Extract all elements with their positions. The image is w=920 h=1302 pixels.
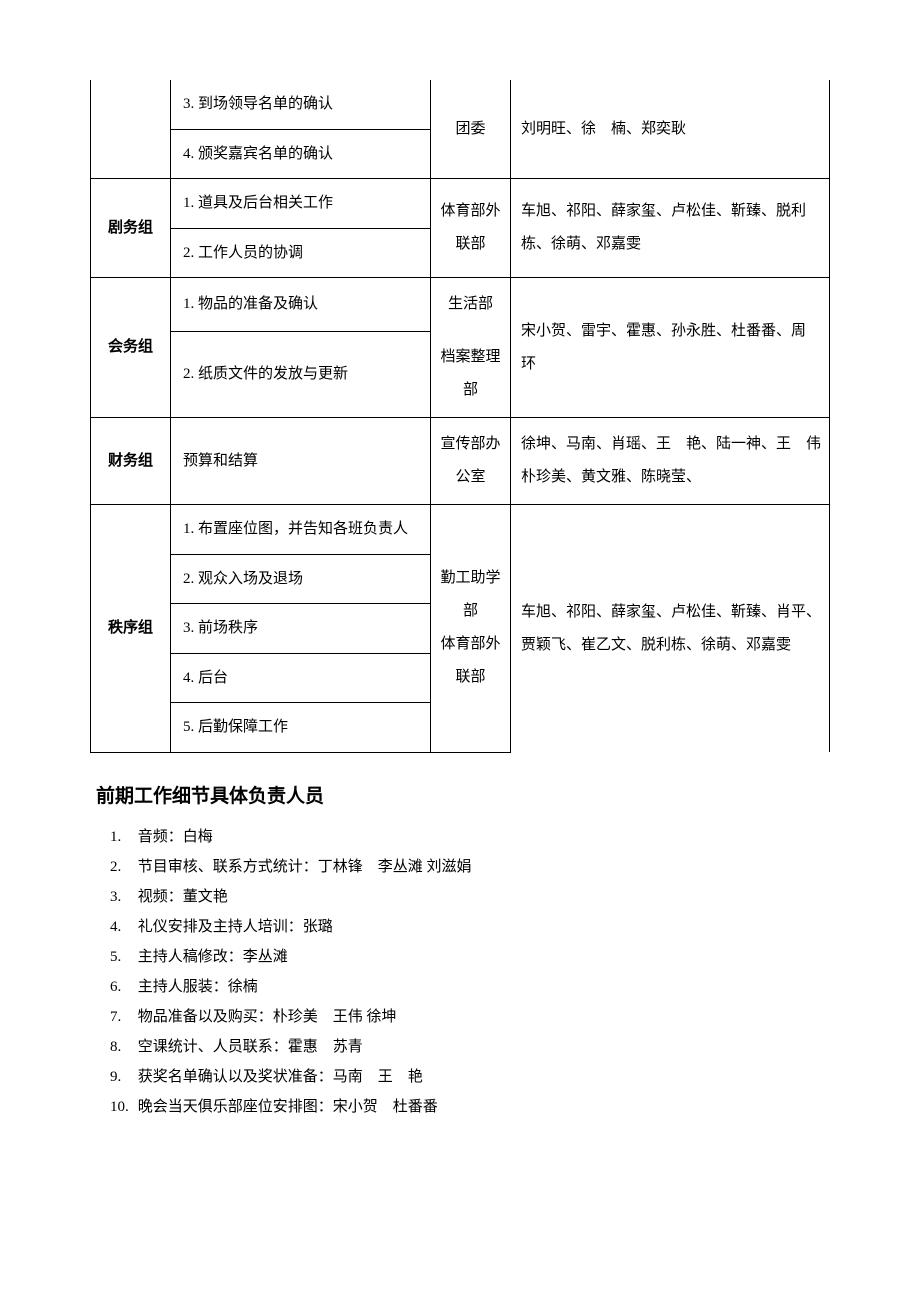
list-number: 1. (110, 822, 134, 852)
list-text: 主持人稿修改：李丛滩 (138, 949, 288, 965)
list-number: 4. (110, 912, 134, 942)
list-item: 8. 空课统计、人员联系：霍惠 苏青 (110, 1032, 830, 1062)
list-text: 礼仪安排及主持人培训：张璐 (138, 919, 333, 935)
list-text: 主持人服装：徐楠 (138, 979, 258, 995)
dept-cell: 宣传部办公室 (431, 418, 511, 505)
list-number: 9. (110, 1062, 134, 1092)
people-cell: 宋小贺、雷宇、霍惠、孙永胜、杜番番、周 环 (511, 278, 830, 418)
dept-cell: 团委 (431, 80, 511, 179)
list-number: 5. (110, 942, 134, 972)
list-number: 3. (110, 882, 134, 912)
list-text: 获奖名单确认以及奖状准备：马南 王 艳 (138, 1069, 423, 1085)
section-title: 前期工作细节具体负责人员 (90, 781, 830, 808)
list-item: 9. 获奖名单确认以及奖状准备：马南 王 艳 (110, 1062, 830, 1092)
task-cell: 2. 工作人员的协调 (171, 228, 431, 278)
list-number: 2. (110, 852, 134, 882)
list-text: 节目审核、联系方式统计：丁林锋 李丛滩 刘滋娟 (138, 859, 472, 875)
group-cell: 秩序组 (91, 505, 171, 753)
dept-cell: 体育部外联部 (431, 179, 511, 278)
list-item: 10. 晚会当天俱乐部座位安排图：宋小贺 杜番番 (110, 1092, 830, 1122)
list-number: 7. (110, 1002, 134, 1032)
task-cell: 2. 观众入场及退场 (171, 554, 431, 604)
table-row: 会务组 1. 物品的准备及确认 生活部 宋小贺、雷宇、霍惠、孙永胜、杜番番、周 … (91, 278, 830, 332)
list-text: 视频：董文艳 (138, 889, 228, 905)
dept-cell: 勤工助学部 体育部外联部 (431, 505, 511, 753)
list-item: 2. 节目审核、联系方式统计：丁林锋 李丛滩 刘滋娟 (110, 852, 830, 882)
people-cell: 刘明旺、徐 楠、郑奕耿 (511, 80, 830, 179)
table-row: 3. 到场领导名单的确认 团委 刘明旺、徐 楠、郑奕耿 (91, 80, 830, 129)
task-cell: 1. 道具及后台相关工作 (171, 179, 431, 229)
table-row: 财务组 预算和结算 宣传部办公室 徐坤、马南、肖瑶、王 艳、陆一神、王 伟朴珍美… (91, 418, 830, 505)
task-cell: 预算和结算 (171, 418, 431, 505)
task-cell: 4. 颁奖嘉宾名单的确认 (171, 129, 431, 179)
list-item: 1. 音频：白梅 (110, 822, 830, 852)
list-item: 5. 主持人稿修改：李丛滩 (110, 942, 830, 972)
list-number: 10. (110, 1092, 134, 1122)
task-cell: 3. 到场领导名单的确认 (171, 80, 431, 129)
task-cell: 1. 布置座位图，并告知各班负责人 (171, 505, 431, 555)
group-cell: 剧务组 (91, 179, 171, 278)
list-number: 8. (110, 1032, 134, 1062)
task-cell: 3. 前场秩序 (171, 604, 431, 654)
list-text: 晚会当天俱乐部座位安排图：宋小贺 杜番番 (138, 1099, 438, 1115)
list-text: 音频：白梅 (138, 829, 213, 845)
table-row: 秩序组 1. 布置座位图，并告知各班负责人 勤工助学部 体育部外联部 车旭、祁阳… (91, 505, 830, 555)
list-text: 空课统计、人员联系：霍惠 苏青 (138, 1039, 363, 1055)
dept-cell: 档案整理部 (431, 331, 511, 418)
dept-cell: 生活部 (431, 278, 511, 332)
group-cell: 财务组 (91, 418, 171, 505)
detail-list: 1. 音频：白梅 2. 节目审核、联系方式统计：丁林锋 李丛滩 刘滋娟 3. 视… (90, 822, 830, 1122)
list-number: 6. (110, 972, 134, 1002)
table-row: 剧务组 1. 道具及后台相关工作 体育部外联部 车旭、祁阳、薛家玺、卢松佳、靳臻… (91, 179, 830, 229)
people-cell: 车旭、祁阳、薛家玺、卢松佳、靳臻、肖平、贾颖飞、崔乙文、脱利栋、徐萌、邓嘉雯 (511, 505, 830, 753)
list-item: 6. 主持人服装：徐楠 (110, 972, 830, 1002)
task-cell: 4. 后台 (171, 653, 431, 703)
people-cell: 徐坤、马南、肖瑶、王 艳、陆一神、王 伟朴珍美、黄文雅、陈晓莹、 (511, 418, 830, 505)
task-cell: 5. 后勤保障工作 (171, 703, 431, 753)
task-cell: 2. 纸质文件的发放与更新 (171, 331, 431, 418)
list-item: 7. 物品准备以及购买：朴珍美 王伟 徐坤 (110, 1002, 830, 1032)
task-cell: 1. 物品的准备及确认 (171, 278, 431, 332)
list-item: 3. 视频：董文艳 (110, 882, 830, 912)
list-text: 物品准备以及购买：朴珍美 王伟 徐坤 (138, 1009, 397, 1025)
people-cell: 车旭、祁阳、薛家玺、卢松佳、靳臻、脱利栋、徐萌、邓嘉雯 (511, 179, 830, 278)
group-cell (91, 80, 171, 179)
group-cell: 会务组 (91, 278, 171, 418)
list-item: 4. 礼仪安排及主持人培训：张璐 (110, 912, 830, 942)
assignment-table: 3. 到场领导名单的确认 团委 刘明旺、徐 楠、郑奕耿 4. 颁奖嘉宾名单的确认… (90, 80, 830, 753)
